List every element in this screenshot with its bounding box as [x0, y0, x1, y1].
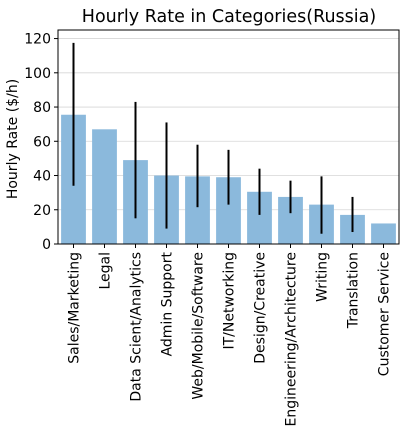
y-tick-label: 0 — [42, 237, 51, 253]
x-tick-label: Legal — [98, 252, 114, 290]
x-tick-label: Engineering/Architecture — [284, 252, 300, 426]
y-tick-label: 40 — [33, 169, 51, 185]
y-tick-label: 100 — [24, 66, 51, 82]
bar — [92, 129, 117, 244]
x-tick-label: Web/Mobile/Software — [191, 252, 207, 400]
x-tick-label: Writing — [315, 252, 331, 302]
x-axis-ticks: Sales/Marketing Legal Data Scient/Analytic… — [67, 244, 393, 426]
x-tick-label: Data Scient/Analytics — [129, 252, 145, 402]
y-tick-label: 60 — [33, 134, 51, 150]
y-tick-label: 20 — [33, 203, 51, 219]
y-tick-label: 120 — [24, 32, 51, 48]
x-tick-label: Translation — [346, 252, 362, 329]
x-tick-label: Sales/Marketing — [67, 252, 83, 364]
x-tick-label: Customer Service — [377, 252, 393, 376]
y-tick-label: 80 — [33, 100, 51, 116]
bar — [371, 223, 396, 244]
x-tick-label: Admin Support — [160, 251, 176, 356]
y-axis-ticks: 0 20 40 60 80 100 120 — [24, 32, 58, 253]
x-tick-label: IT/Networking — [222, 252, 238, 350]
error-bars — [72, 42, 354, 234]
y-axis-label: Hourly Rate ($/h) — [5, 79, 21, 199]
chart-title: Hourly Rate in Categories(Russia) — [82, 7, 376, 27]
x-tick-label: Design/Creative — [253, 252, 269, 364]
